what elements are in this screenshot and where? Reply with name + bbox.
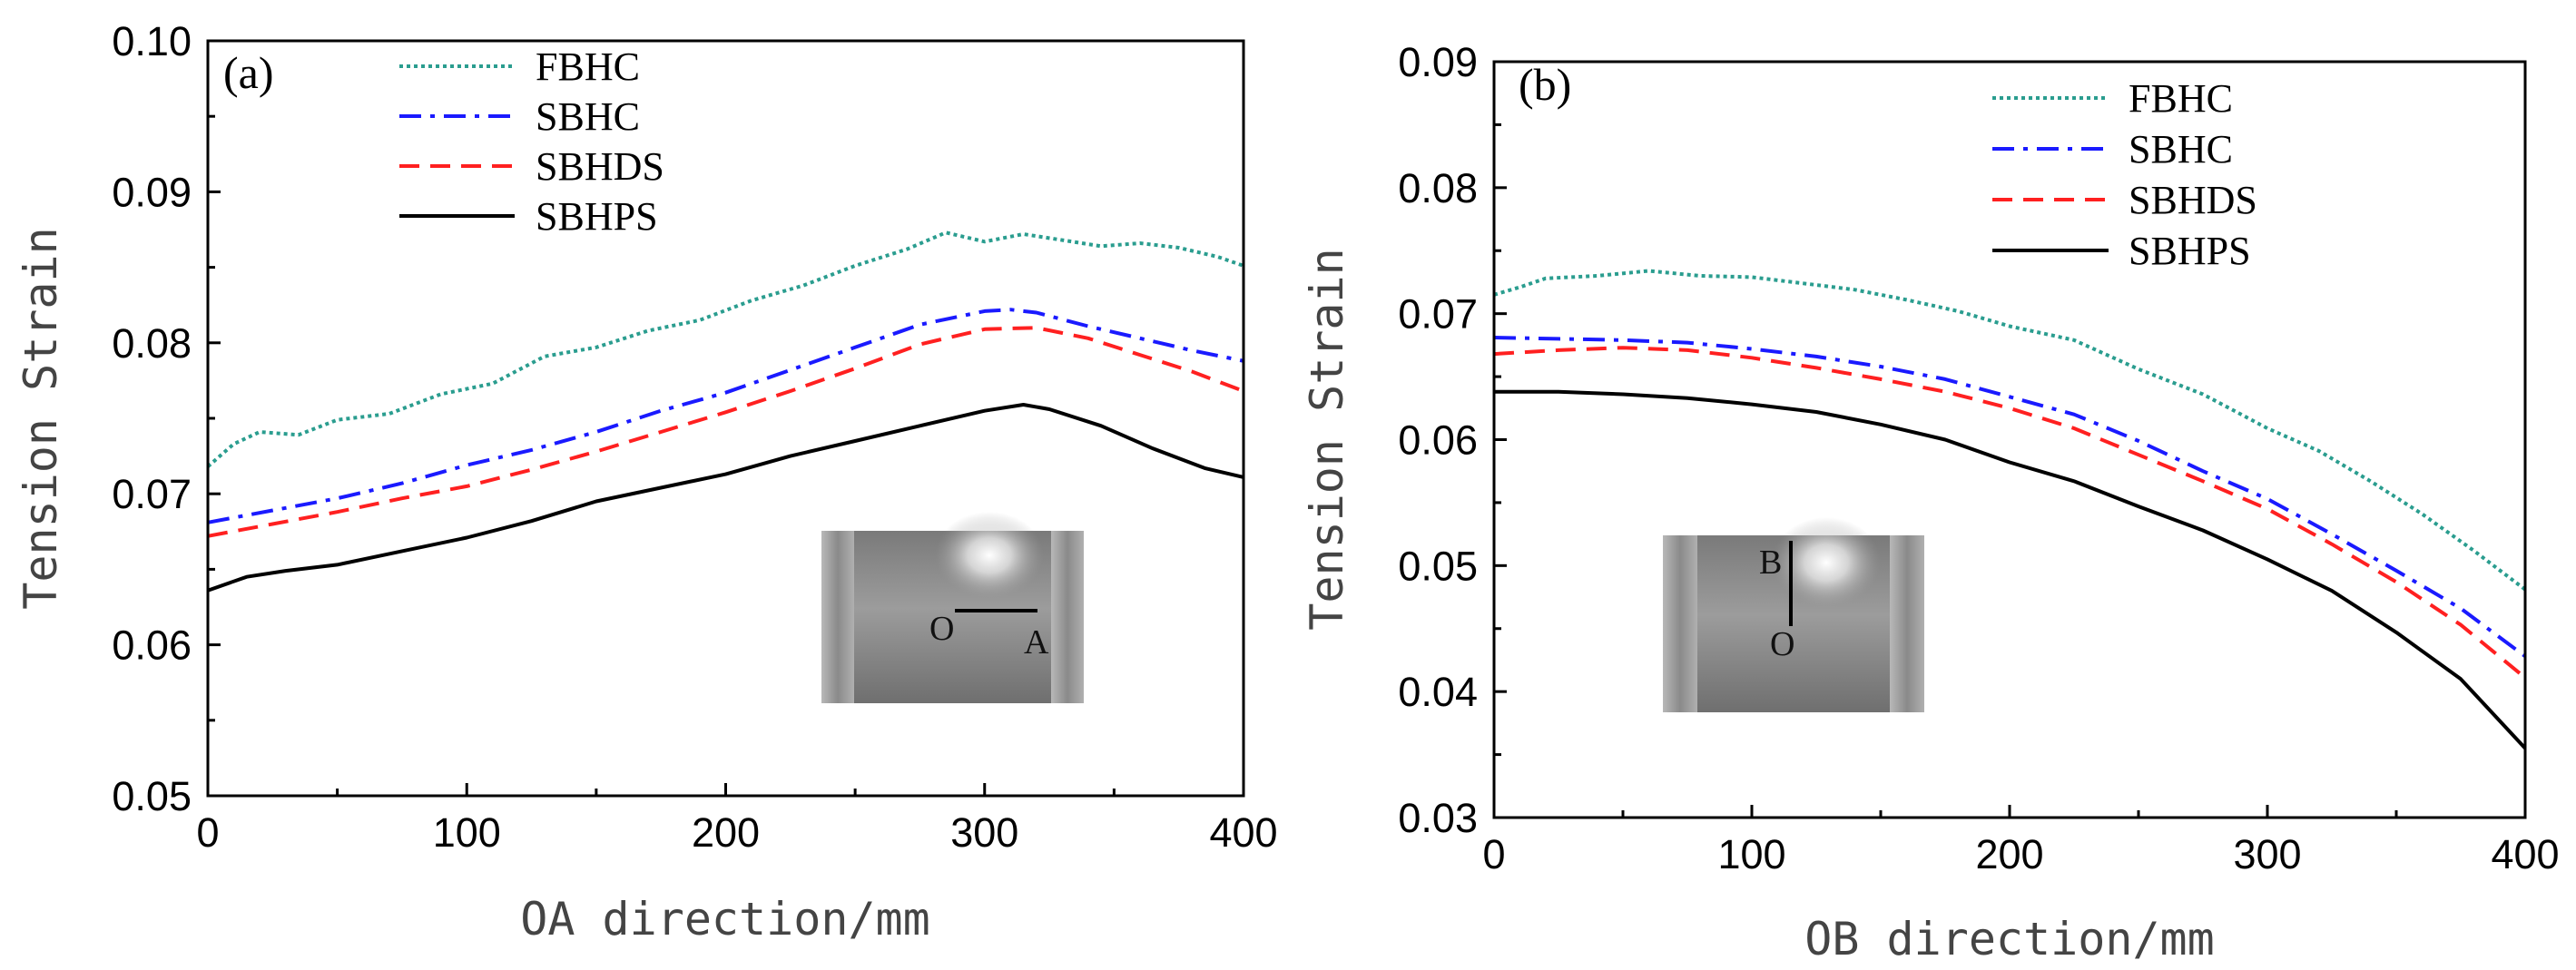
panel-a: O A 0 100 200 300 400 0.05 0.06 0.07 0.08 0.09 0.1… [15,18,1278,946]
panel-a-legend-label: SBHC [536,94,640,139]
panel-b-inset-tire-highlight [1772,517,1881,608]
panel-b-y-tick-label: 0.09 [1398,39,1478,85]
panel-b-y-axis-title: Tension Strain [1301,248,1353,630]
panel-a-x-axis-title: OA direction/mm [520,893,930,946]
panel-b-legend-label: SBHPS [2129,229,2251,273]
panel-b-label: (b) [1519,59,1571,110]
panel-b-inset-label-start: O [1770,625,1794,663]
panel-b-series-sbhds [1493,346,2527,680]
panel-b-plot-frame [1492,60,2527,819]
panel-a-series-sbhps [207,403,1244,593]
panel-b-legend-label: SBHC [2129,127,2233,171]
panel-a-series [206,230,1244,593]
panel-a-x-tick-label: 300 [950,809,1018,856]
panel-a-inset-label-end: A [1024,623,1049,661]
panel-b-y-tick-label: 0.07 [1398,291,1478,338]
panel-b-legend-label: FBHC [2129,76,2233,121]
panel-a-x-tick-label: 100 [433,809,501,856]
panel-b-legend-item-sbhc: SBHC [1992,127,2233,171]
panel-b-series-sbhc [1493,336,2527,658]
panel-a-series-fbhc [206,230,1244,468]
panel-b-y-tick-label: 0.08 [1398,165,1478,211]
panel-a-inset-tire-highlight [935,512,1044,599]
panel-a-x-tick-label: 200 [692,809,760,856]
panel-a-legend-item-sbhds: SBHDS [399,144,664,189]
panel-a-y-tick-label: 0.07 [112,471,192,517]
panel-a-inset-label-start: O [929,610,954,648]
panel-b-x-tick-label: 200 [1975,831,2043,877]
panel-b-legend: FBHC SBHC SBHDS SBHPS [1992,76,2257,273]
panel-a-y-tick-label: 0.10 [112,18,192,64]
panel-a-legend-label: SBHPS [536,194,658,239]
panel-a-inset-tire-left-tread [821,531,854,703]
panel-b-x-tick-label: 0 [1482,831,1505,877]
panel-a-x-tick-label: 400 [1209,809,1277,856]
panel-a-legend-item-fbhc: FBHC [399,44,640,89]
panel-b-x-tick-label: 300 [2233,831,2301,877]
panel-a-y-axis-title: Tension Strain [15,227,67,609]
panel-a-series-sbhds [207,326,1244,538]
panel-b-x-axis-title: OB direction/mm [1804,913,2215,965]
panel-b-legend-item-sbhds: SBHDS [1992,178,2257,222]
panel-b-legend-item-fbhc: FBHC [1992,76,2233,121]
panel-a-inset: O A [821,512,1084,703]
panel-b-y-tick-label: 0.03 [1398,795,1478,841]
panel-a-legend: FBHC SBHC SBHDS SBHPS [399,44,664,239]
panel-a-legend-item-sbhc: SBHC [399,94,640,139]
panel-a-legend-item-sbhps: SBHPS [399,194,658,239]
panel-b-axes: 0 100 200 300 400 0.03 0.04 0.05 0.06 0.07 0.08 0.0… [1301,39,2560,965]
panel-a-label: (a) [223,47,274,98]
panel-b-x-tick-label: 100 [1717,831,1785,877]
panel-a-y-tick-label: 0.09 [112,169,192,215]
panel-b-series-fbhc [1493,269,2527,592]
panel-b-legend-label: SBHDS [2129,178,2257,222]
panel-b-series [1493,269,2527,750]
panel-a-y-tick-label: 0.05 [112,773,192,819]
panel-b-series-sbhps [1494,389,2527,750]
panel-b-x-tick-label: 400 [2491,831,2559,877]
panel-b-inset-label-end: B [1759,544,1782,582]
panel-b-inset-tire-left-tread [1663,535,1697,712]
panel-a-inset-tire-right-tread [1051,531,1084,703]
panel-b: B O 0 100 200 300 400 0.03 0.04 0.05 0.06 0.07 0.0… [1301,39,2560,965]
panel-b-y-tick-label: 0.05 [1398,543,1478,589]
panel-b-legend-item-sbhps: SBHPS [1992,229,2251,273]
panel-b-inset: B O [1663,517,1924,712]
panel-a-legend-label: SBHDS [536,144,664,189]
panel-a-x-tick-label: 0 [196,809,219,856]
panel-a-y-tick-label: 0.06 [112,622,192,669]
panel-b-y-tick-label: 0.06 [1398,417,1478,464]
panel-a-y-tick-label: 0.08 [112,320,192,367]
panel-a-legend-label: FBHC [536,44,640,89]
panel-b-inset-tire-right-tread [1890,535,1924,712]
panel-b-y-tick-label: 0.04 [1398,669,1478,715]
panel-a-series-sbhc [207,308,1244,524]
panel-a-axes: 0 100 200 300 400 0.05 0.06 0.07 0.08 0.09 0.10 OA … [15,18,1278,946]
